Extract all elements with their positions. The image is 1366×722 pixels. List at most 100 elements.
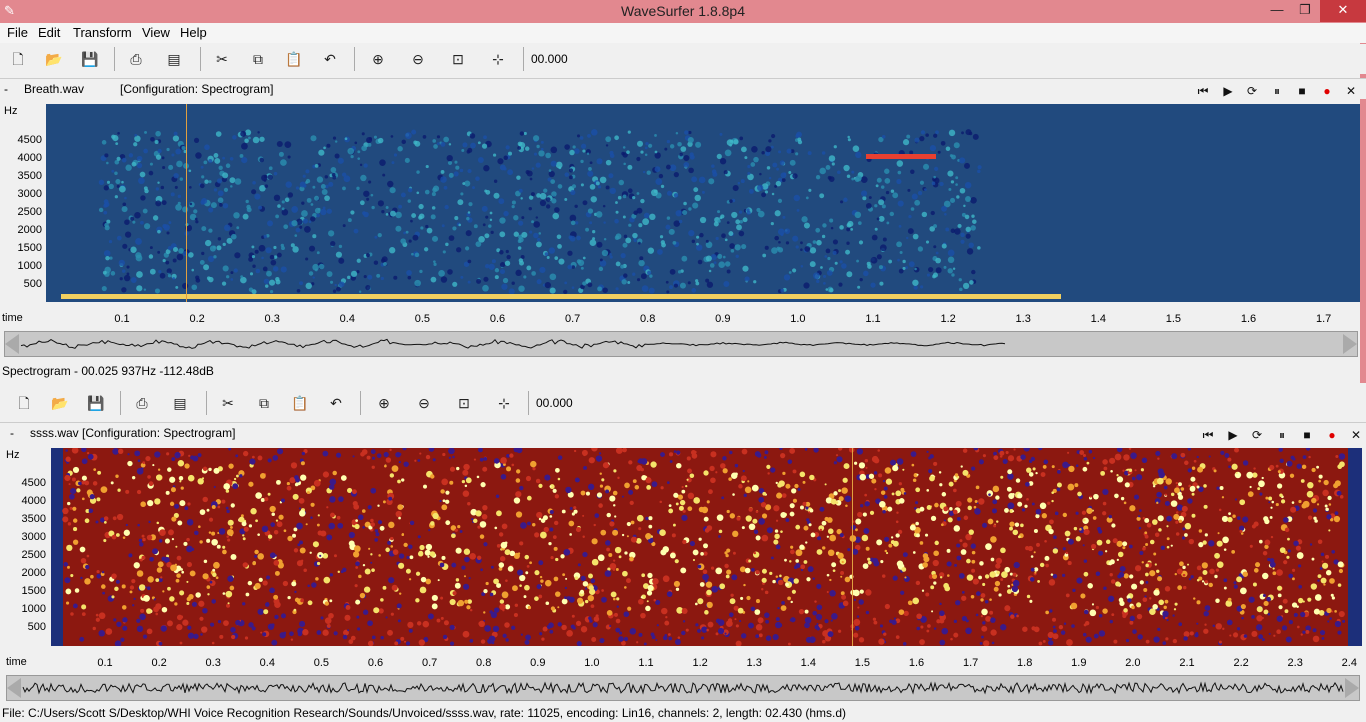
menu-help[interactable]: Help xyxy=(180,25,207,40)
zoom-out-icon[interactable]: ⊖ xyxy=(418,395,430,411)
save-icon[interactable]: 💾 xyxy=(87,395,105,411)
scroll-right-arrow xyxy=(1345,678,1359,698)
zoom-out-icon[interactable]: ⊖ xyxy=(412,51,424,67)
menu-file[interactable]: File xyxy=(7,25,28,40)
zoom-fit-icon[interactable]: ⊡ xyxy=(458,395,470,411)
zoom-selection-icon[interactable]: ⊹ xyxy=(492,51,504,67)
pause-icon[interactable]: ⏸ xyxy=(1278,428,1285,442)
collapse-toggle[interactable]: - xyxy=(4,82,8,96)
window-title: WaveSurfer 1.8.8p4 xyxy=(621,3,745,19)
cursor-line[interactable] xyxy=(186,104,187,302)
pane1-spectrogram[interactable] xyxy=(46,104,1360,302)
paste-icon[interactable]: 📋 xyxy=(285,51,303,67)
pane1-y-axis: Hz 4500 4000 3500 3000 2500 2000 1500 10… xyxy=(0,102,46,302)
y-unit: Hz xyxy=(6,449,20,461)
pause-icon[interactable]: ⏸ xyxy=(1273,84,1280,98)
spectrogram-image xyxy=(61,129,1061,299)
close-pane-icon[interactable]: ✕ xyxy=(1345,84,1357,98)
pane2-header: - ssss.wav [Configuration: Spectrogram] … xyxy=(0,422,1366,443)
restore-icon[interactable]: ❐ xyxy=(1299,2,1311,17)
close-pane-icon[interactable]: ✕ xyxy=(1350,428,1362,442)
menu-bar: File Edit Transform View Help xyxy=(0,23,1366,43)
time-axis-label: time xyxy=(2,312,23,324)
zoom-fit-icon[interactable]: ⊡ xyxy=(452,51,464,67)
record-icon[interactable]: ● xyxy=(1323,84,1331,98)
close-icon[interactable]: ✕ xyxy=(1320,0,1366,22)
zoom-selection-icon[interactable]: ⊹ xyxy=(498,395,510,411)
time-tick: 1.7 xyxy=(1315,313,1332,325)
time-readout: 00.000 xyxy=(536,396,573,410)
play-icon[interactable]: ▶ xyxy=(1228,428,1238,442)
save-icon[interactable]: 💾 xyxy=(81,51,99,67)
skip-start-icon[interactable]: ⏮ xyxy=(1197,84,1209,98)
play-loop-icon[interactable]: ⟳ xyxy=(1251,428,1263,442)
toolbar-separator xyxy=(206,391,207,415)
y-tick: 1500 xyxy=(17,242,42,254)
time-tick: 0.7 xyxy=(421,657,438,669)
stop-icon[interactable]: ■ xyxy=(1303,428,1311,442)
time-tick: 1.6 xyxy=(908,657,925,669)
toolbar-1: 🗋 📂 💾 ⎙ ▤ ✂ ⧉ 📋 ↶ ⊕ ⊖ ⊡ ⊹ 00.000 xyxy=(0,44,1366,74)
open-folder-icon[interactable]: 📂 xyxy=(45,51,63,67)
menu-view[interactable]: View xyxy=(142,25,170,40)
toolbar-separator xyxy=(354,47,355,71)
time-readout: 00.000 xyxy=(531,52,568,66)
zoom-in-icon[interactable]: ⊕ xyxy=(378,395,390,411)
cursor-line[interactable] xyxy=(852,448,853,646)
cut-icon[interactable]: ✂ xyxy=(222,395,234,411)
title-bar: ✎ WaveSurfer 1.8.8p4 — ❐ ✕ xyxy=(0,0,1366,23)
toolbar-separator xyxy=(114,47,115,71)
menu-edit[interactable]: Edit xyxy=(38,25,61,40)
print-icon[interactable]: ⎙ xyxy=(130,51,142,67)
copy-icon[interactable]: ⧉ xyxy=(259,395,269,411)
print-icon[interactable]: ⎙ xyxy=(136,395,148,411)
pane1-waveform-scrollbar[interactable] xyxy=(4,331,1358,357)
stop-icon[interactable]: ■ xyxy=(1298,84,1306,98)
time-tick: 1.7 xyxy=(962,657,979,669)
collapse-toggle[interactable]: - xyxy=(10,426,14,440)
new-file-icon[interactable]: 🗋 xyxy=(18,395,30,411)
waveform-overview xyxy=(5,334,1357,354)
time-tick: 1.0 xyxy=(584,657,600,669)
time-tick: 1.5 xyxy=(1165,313,1182,325)
new-file-icon[interactable]: 🗋 xyxy=(12,51,24,67)
cut-icon[interactable]: ✂ xyxy=(216,51,228,67)
y-tick: 4000 xyxy=(17,152,42,164)
time-tick: 2.3 xyxy=(1287,657,1303,669)
scroll-left-arrow xyxy=(5,334,19,354)
skip-start-icon[interactable]: ⏮ xyxy=(1202,428,1214,442)
pane1-filename: Breath.wav xyxy=(24,82,85,96)
toolbar-separator xyxy=(200,47,201,71)
y-tick: 2000 xyxy=(17,224,42,236)
time-tick: 0.9 xyxy=(715,313,731,325)
y-tick: 4500 xyxy=(17,134,42,146)
play-loop-icon[interactable]: ⟳ xyxy=(1246,84,1258,98)
zoom-in-icon[interactable]: ⊕ xyxy=(372,51,384,67)
time-tick: 1.6 xyxy=(1240,313,1257,325)
time-tick: 0.1 xyxy=(97,657,113,669)
time-tick: 1.2 xyxy=(940,313,956,325)
time-tick: 0.8 xyxy=(640,313,656,325)
time-tick: 0.9 xyxy=(530,657,546,669)
time-tick: 1.8 xyxy=(1017,657,1033,669)
pane2-header-text: ssss.wav [Configuration: Spectrogram] xyxy=(30,426,236,440)
minimize-icon[interactable]: — xyxy=(1270,2,1284,17)
play-icon[interactable]: ▶ xyxy=(1223,84,1233,98)
copy-icon[interactable]: ⧉ xyxy=(253,51,263,67)
pane2-y-axis: Hz 4500 4000 3500 3000 2500 2000 1500 10… xyxy=(0,446,50,646)
pane2-spectrogram[interactable] xyxy=(51,448,1362,646)
undo-icon[interactable]: ↶ xyxy=(324,51,336,67)
y-unit: Hz xyxy=(4,105,18,117)
undo-icon[interactable]: ↶ xyxy=(330,395,342,411)
paste-icon[interactable]: 📋 xyxy=(291,395,309,411)
properties-icon[interactable]: ▤ xyxy=(167,51,181,67)
time-tick: 1.1 xyxy=(638,657,654,669)
properties-icon[interactable]: ▤ xyxy=(173,395,187,411)
open-folder-icon[interactable]: 📂 xyxy=(51,395,69,411)
toolbar-separator xyxy=(528,391,529,415)
time-tick: 0.7 xyxy=(564,313,581,325)
menu-transform[interactable]: Transform xyxy=(73,25,132,40)
record-icon[interactable]: ● xyxy=(1328,428,1336,442)
pane2-waveform-scrollbar[interactable] xyxy=(6,675,1360,701)
window-frame xyxy=(1360,23,1366,383)
